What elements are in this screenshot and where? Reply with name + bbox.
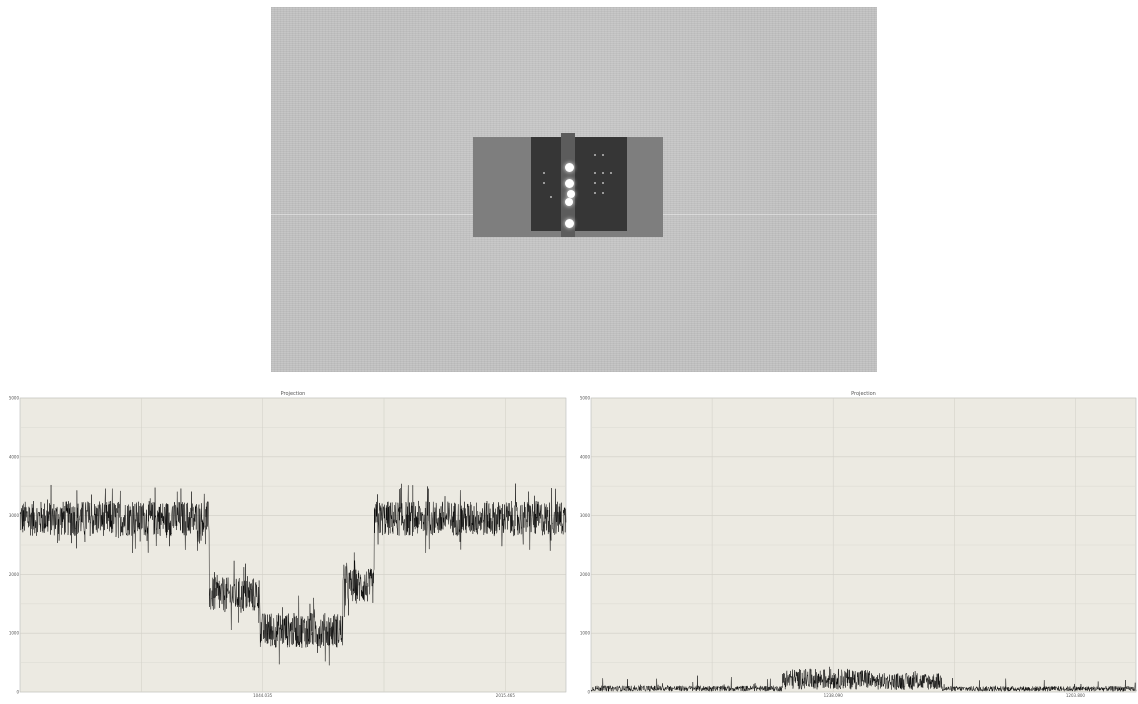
projection-plot-right-svg: Projection 5000 4000 3000 2000 1000 0 1238.090 1…: [580, 391, 1137, 698]
bright-spot: [567, 190, 575, 198]
projection-plot-left-svg: Projection 5000 4000 3000 2000 1000 0 1044.035 2…: [9, 391, 567, 698]
y-tick-label: 0: [16, 690, 19, 695]
projection-series-line: [590, 666, 1137, 692]
bright-spot: [565, 198, 573, 206]
x-tick-label: 1044.035: [253, 693, 273, 698]
bright-spot: [564, 178, 574, 188]
faint-spot: [602, 154, 604, 156]
faint-spot: [594, 182, 596, 184]
y-tick-label: 4000: [9, 454, 20, 459]
y-tick-label: 5000: [580, 396, 591, 401]
x-tick-label: 2015.465: [496, 693, 516, 698]
y-tick-label: 0: [587, 690, 590, 695]
x-tick-label: 1238.090: [824, 693, 844, 698]
faint-spot: [594, 192, 596, 194]
faint-spot: [550, 196, 552, 198]
faint-spot: [602, 182, 604, 184]
faint-spot: [543, 172, 545, 174]
y-tick-label: 3000: [9, 513, 20, 518]
projection-series-line: [19, 483, 567, 666]
y-tick-label: 3000: [580, 513, 591, 518]
y-tick-label: 2000: [9, 572, 20, 577]
faint-spot: [602, 192, 604, 194]
bright-spot: [564, 218, 574, 228]
y-tick-label: 5000: [9, 396, 20, 401]
projection-plot-right: Projection 5000 4000 3000 2000 1000 0 1238.090 1…: [579, 388, 1138, 700]
beam-inner-region: [531, 137, 627, 231]
faint-spot: [594, 172, 596, 174]
faint-spot: [610, 172, 612, 174]
y-tick-label: 4000: [580, 454, 591, 459]
y-tick-label: 1000: [9, 631, 20, 636]
y-tick-label: 2000: [580, 572, 591, 577]
diffraction-micrograph: [271, 7, 877, 372]
y-tick-label: 1000: [580, 631, 591, 636]
plot-title: Projection: [281, 391, 306, 397]
x-tick-label: 1203.800: [1066, 693, 1086, 698]
faint-spot: [543, 182, 545, 184]
faint-spot: [602, 172, 604, 174]
projection-plot-left: Projection 5000 4000 3000 2000 1000 0 1044.035 2…: [8, 388, 568, 700]
faint-spot: [594, 154, 596, 156]
plot-title: Projection: [851, 391, 876, 397]
bright-spot: [564, 162, 574, 172]
